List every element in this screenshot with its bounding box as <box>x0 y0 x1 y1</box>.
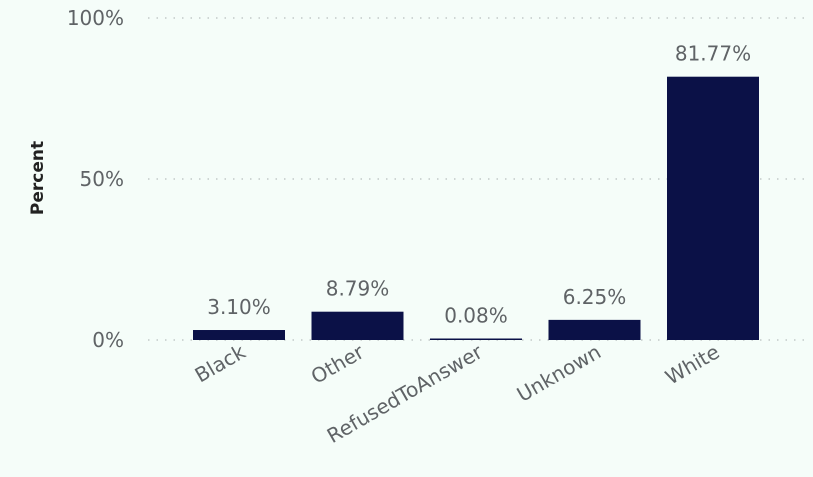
data-label: 3.10% <box>207 295 271 319</box>
x-tick-label: Black <box>191 339 250 387</box>
bar-other <box>311 311 404 340</box>
data-label: 8.79% <box>326 277 390 301</box>
y-axis-ticks: 0% 50% 100% <box>67 6 124 352</box>
y-tick-label: 100% <box>67 6 124 30</box>
bar-refusedtoanswer <box>430 338 522 340</box>
data-label: 6.25% <box>563 285 627 309</box>
y-tick-label: 50% <box>80 167 124 191</box>
data-label: 81.77% <box>675 42 751 66</box>
y-tick-label: 0% <box>92 328 124 352</box>
bars <box>193 76 759 341</box>
bar-unknown <box>548 319 641 340</box>
x-tick-label: White <box>661 340 723 390</box>
x-tick-label: Other <box>307 339 369 389</box>
bar-black <box>193 330 285 340</box>
data-labels: 3.10% 8.79% 0.08% 6.25% 81.77% <box>207 42 751 328</box>
data-label: 0.08% <box>444 304 508 328</box>
x-tick-label: Unknown <box>513 340 605 407</box>
y-axis-title: Percent <box>28 141 48 215</box>
bar-white <box>667 76 759 341</box>
